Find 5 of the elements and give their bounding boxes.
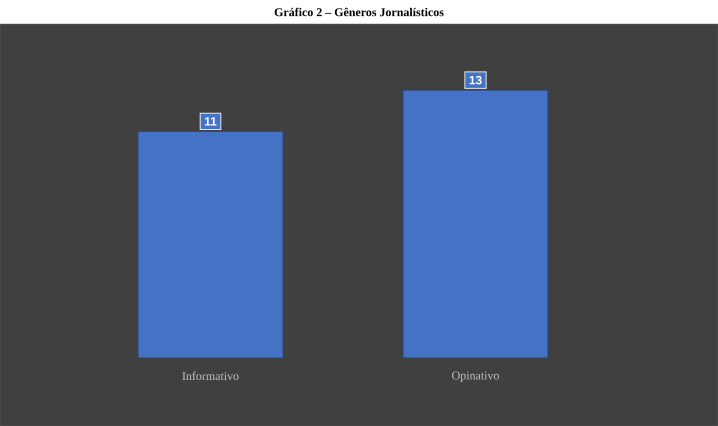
x-tick-label: Opinativo	[452, 372, 499, 382]
chart-title: Gráfico 2 – Gêneros Jornalísticos	[274, 8, 444, 16]
x-tick-label: Informativo	[182, 372, 239, 380]
data-label: 13	[470, 76, 482, 84]
data-label: 11	[204, 117, 216, 126]
